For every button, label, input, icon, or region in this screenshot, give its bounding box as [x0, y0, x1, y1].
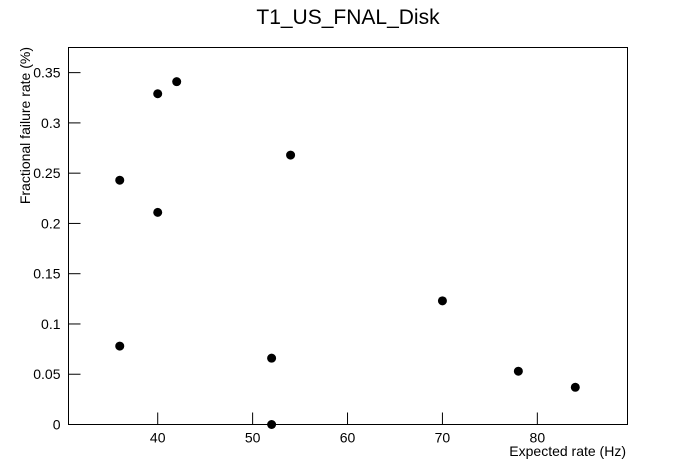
- point: [172, 77, 182, 87]
- x-tick-label: 40: [150, 430, 166, 446]
- y-tick-label: 0.2: [41, 215, 61, 231]
- point: [153, 89, 163, 99]
- y-tick-label: 0.15: [33, 266, 60, 282]
- point: [115, 341, 125, 351]
- y-tick-label: 0.05: [33, 366, 60, 382]
- y-tick-label: 0: [53, 417, 61, 433]
- point: [513, 366, 523, 376]
- y-tick-label: 0.35: [33, 65, 60, 81]
- y-axis-label: Fractional failure rate (%): [17, 47, 33, 204]
- point: [115, 175, 125, 185]
- point: [437, 296, 447, 306]
- y-tick-label: 0.3: [41, 115, 61, 131]
- x-tick-label: 80: [530, 430, 546, 446]
- point: [267, 420, 277, 429]
- point: [286, 150, 296, 160]
- x-tick-label: 70: [435, 430, 451, 446]
- x-tick-label: 50: [245, 430, 261, 446]
- x-tick-label: 60: [340, 430, 356, 446]
- point: [570, 382, 580, 392]
- chart-title: T1_US_FNAL_Disk: [256, 6, 440, 29]
- y-tick-label: 0.1: [41, 316, 61, 332]
- y-tick-label: 0.25: [33, 165, 60, 181]
- x-axis-label: Expected rate (Hz): [509, 443, 626, 459]
- point: [267, 353, 277, 363]
- point: [153, 207, 163, 217]
